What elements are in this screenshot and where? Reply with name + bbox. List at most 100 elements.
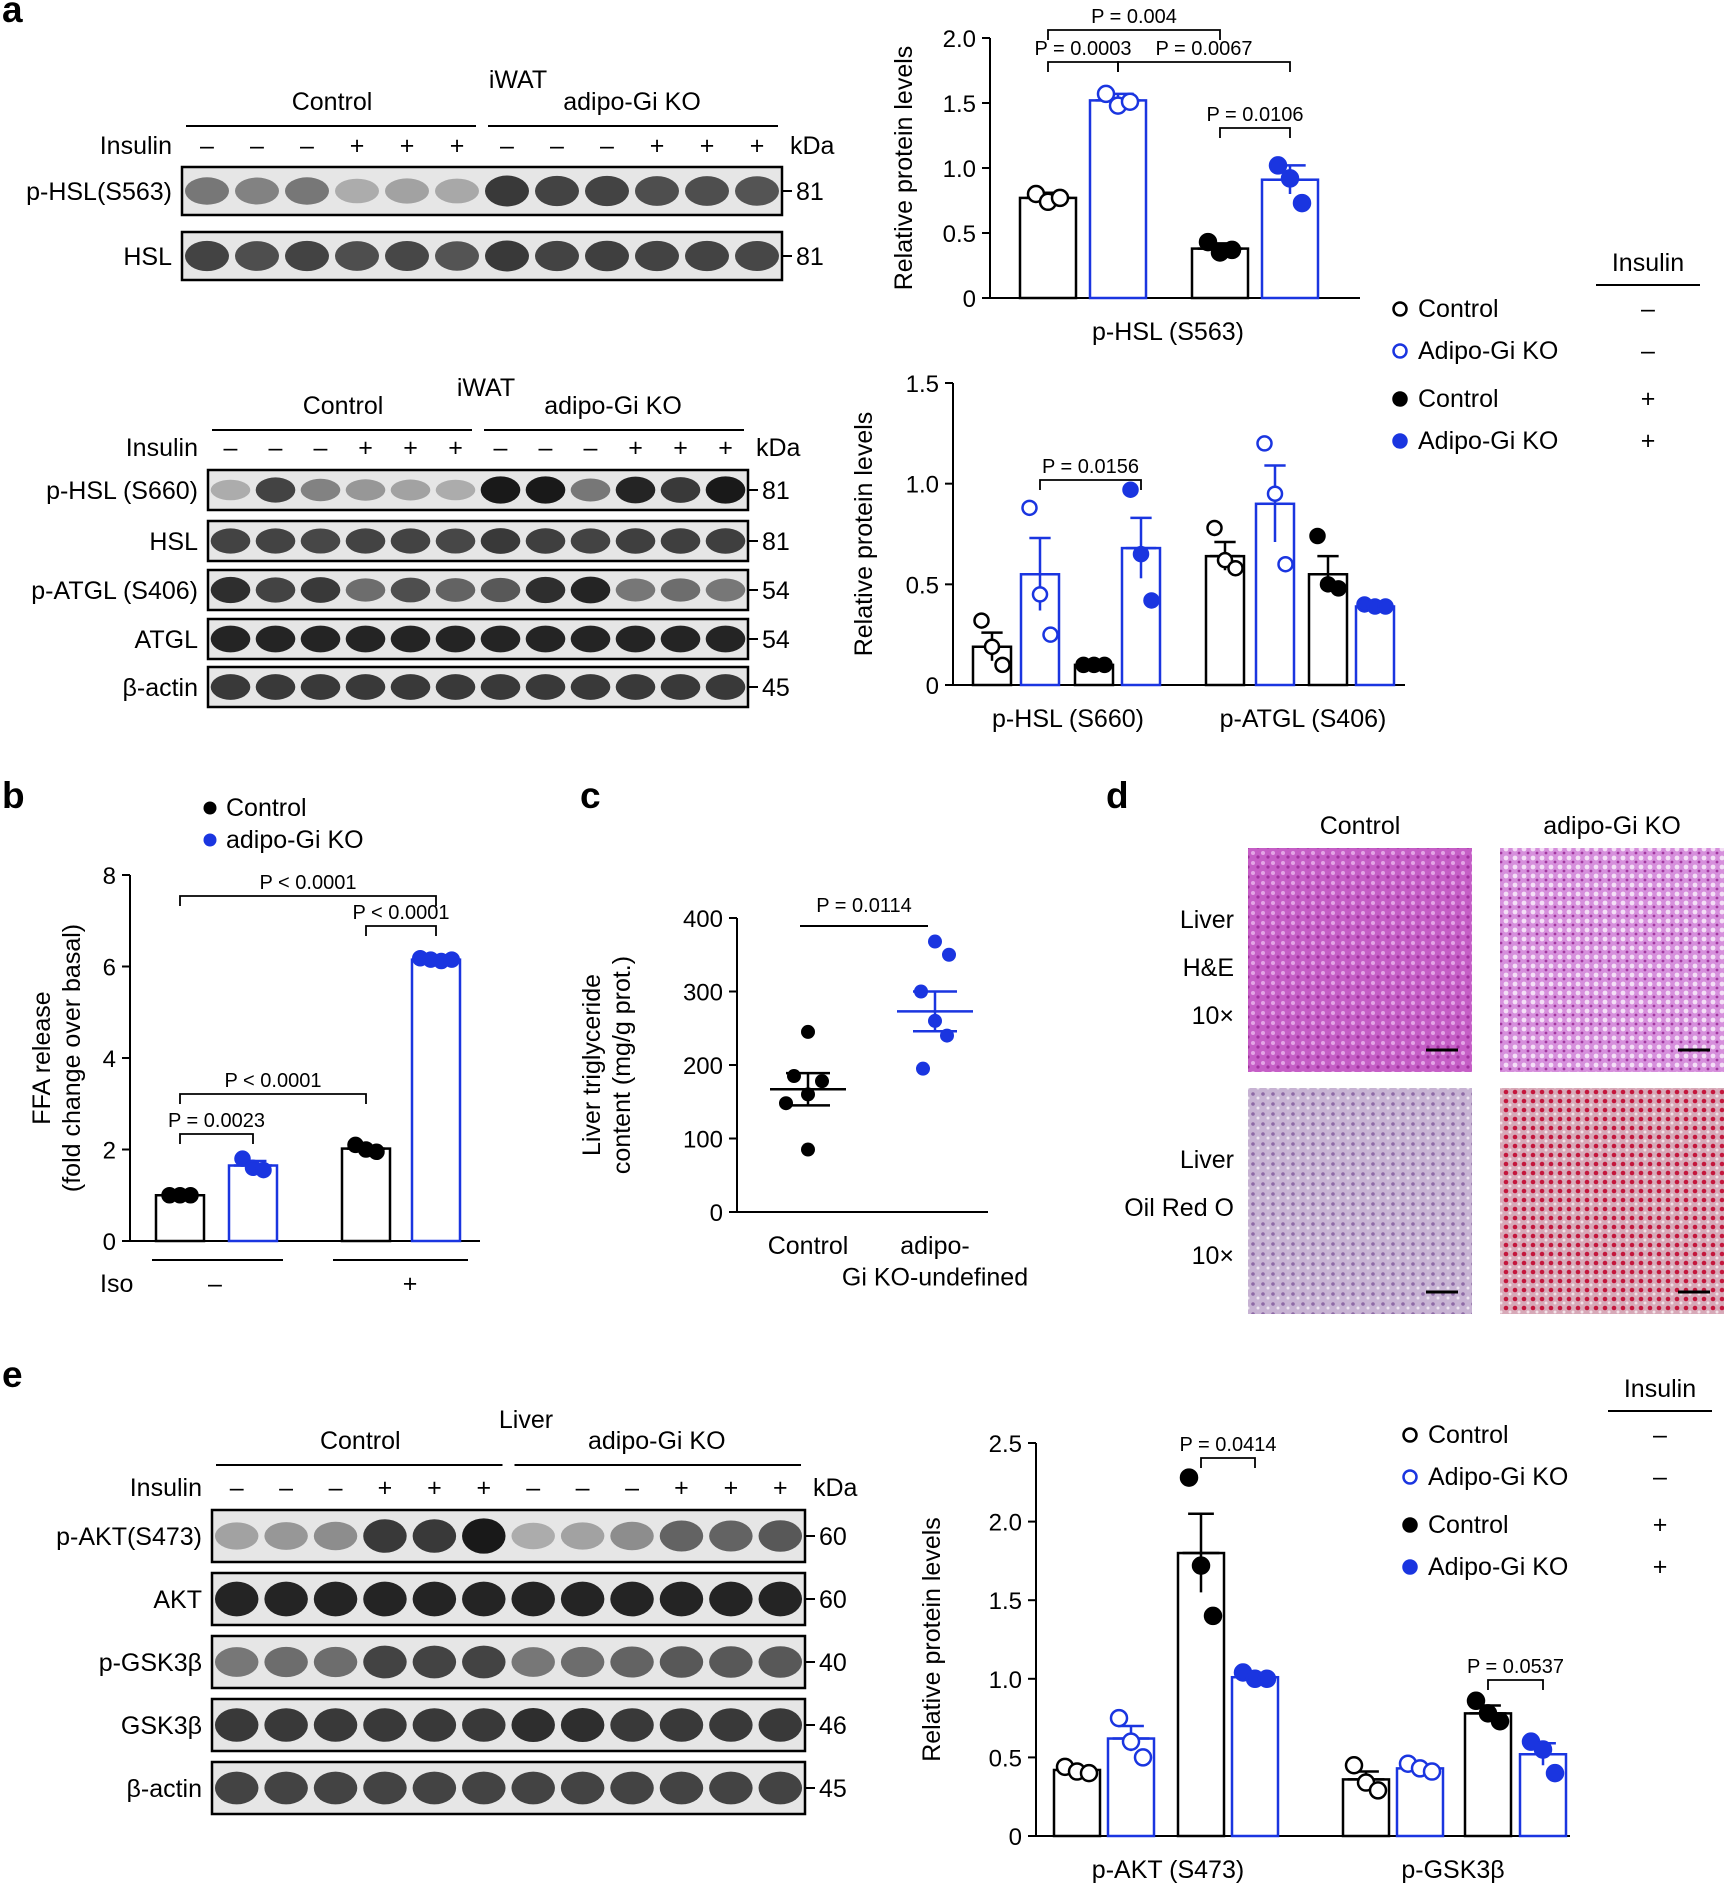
data-point <box>1109 1708 1129 1728</box>
blot-band <box>615 528 656 554</box>
legend-marker <box>203 833 217 847</box>
y-tick-label: 0.5 <box>943 221 976 248</box>
blot-band <box>660 528 701 554</box>
blot-band <box>705 674 746 700</box>
blot-band <box>585 175 629 207</box>
blot-band <box>264 1522 308 1550</box>
insulin-sign: – <box>329 1474 343 1502</box>
blot-row-label: ATGL <box>135 626 199 654</box>
blot-band <box>659 1646 704 1678</box>
blot-band <box>480 577 521 603</box>
insulin-sign: – <box>550 132 564 160</box>
blot-band <box>385 240 429 272</box>
legend-marker <box>1392 391 1408 407</box>
blot-band <box>585 240 629 272</box>
blot-band <box>659 1520 704 1552</box>
data-point <box>1079 1763 1099 1783</box>
blot-row-label: p-ATGL (S406) <box>31 577 198 605</box>
insulin-sign: + <box>700 132 715 160</box>
blot-band <box>210 625 251 653</box>
blot-band <box>412 1708 457 1742</box>
data-point <box>443 951 460 968</box>
y-axis-title-line: content (mg/g prot.) <box>608 956 636 1174</box>
blot-band <box>705 625 746 653</box>
blot-band <box>300 478 341 502</box>
blot-band <box>285 177 329 205</box>
x-group-label: p-HSL (S660) <box>992 705 1144 733</box>
data-point <box>1257 1669 1277 1689</box>
blot-band <box>210 528 251 554</box>
x-category-label-line: Gi KO-undefined <box>842 1263 1028 1291</box>
insulin-sign: – <box>526 1474 540 1502</box>
blot-band <box>485 240 529 272</box>
insulin-sign: + <box>448 434 463 462</box>
legend-header: Insulin <box>1624 1375 1696 1403</box>
blot-group-label: Control <box>303 392 384 420</box>
histology-row-label: Liver <box>1180 906 1234 934</box>
data-point <box>234 1150 251 1167</box>
blot-band <box>185 240 229 272</box>
legend-sign: – <box>1641 295 1655 323</box>
histology-column-header: adipo-Gi KO <box>1543 812 1681 840</box>
insulin-sign: + <box>750 132 765 160</box>
insulin-sign: + <box>650 132 665 160</box>
significance-bracket <box>179 1093 367 1104</box>
blot-band <box>462 1518 506 1554</box>
insulin-sign: – <box>269 434 283 462</box>
data-point <box>973 612 990 629</box>
insulin-sign: + <box>718 434 733 462</box>
p-value-label: P = 0.0414 <box>1180 1434 1277 1456</box>
blot-band <box>660 477 701 503</box>
data-point <box>1422 1762 1442 1781</box>
kda-label: kDa <box>790 132 835 160</box>
data-point <box>1216 551 1234 569</box>
blot-band <box>660 578 701 602</box>
data-point <box>942 947 956 962</box>
y-tick-label: 0 <box>103 1229 116 1256</box>
significance-bracket <box>1200 1457 1256 1468</box>
data-point <box>1191 1556 1211 1575</box>
significance-bracket <box>179 895 437 906</box>
blot-band <box>709 1520 753 1552</box>
blot-band <box>525 476 566 504</box>
legend-marker <box>203 801 217 815</box>
blot-band <box>511 1647 555 1677</box>
legend-label: Control <box>1418 295 1499 323</box>
data-point <box>1132 545 1150 563</box>
blot-band <box>255 477 296 503</box>
data-point <box>1309 527 1326 545</box>
blot-band <box>214 1522 259 1550</box>
blot-band <box>659 1581 704 1617</box>
blot-strip <box>180 230 784 282</box>
legend-insulin-e: Insulin Control – Adipo-Gi KO – Control + Adipo… <box>1402 1375 1712 1581</box>
blot-band <box>462 1708 506 1742</box>
blot-band <box>210 576 251 604</box>
legend-sign: + <box>1641 385 1656 413</box>
legend-sign: – <box>1653 1463 1667 1491</box>
legend-label: Adipo-Gi KO <box>1418 337 1558 365</box>
insulin-sign: + <box>427 1474 442 1502</box>
data-point <box>916 1061 930 1076</box>
blot-band <box>705 476 746 504</box>
data-point <box>1143 592 1160 609</box>
blot-band <box>660 625 701 653</box>
blot-band <box>560 1646 605 1678</box>
blot-group-label: adipo-Gi KO <box>563 88 701 116</box>
data-point <box>1490 1711 1510 1731</box>
data-point <box>801 1142 815 1157</box>
kda-value: 45 <box>762 674 790 702</box>
blot-band <box>570 576 611 604</box>
y-tick-label: 2.0 <box>943 26 976 53</box>
insulin-sign: – <box>200 132 214 160</box>
blot-band <box>560 1707 605 1743</box>
blot-tissue-label: iWAT <box>489 66 547 94</box>
legend-label: Control <box>1428 1421 1509 1449</box>
legend-marker <box>1402 1517 1418 1533</box>
blot-band <box>610 1521 654 1551</box>
insulin-label: Insulin <box>126 434 198 462</box>
data-point <box>1133 1748 1153 1767</box>
histology-row-label: Liver <box>1180 1146 1234 1174</box>
insulin-sign: – <box>494 434 508 462</box>
blot-band <box>709 1708 753 1742</box>
